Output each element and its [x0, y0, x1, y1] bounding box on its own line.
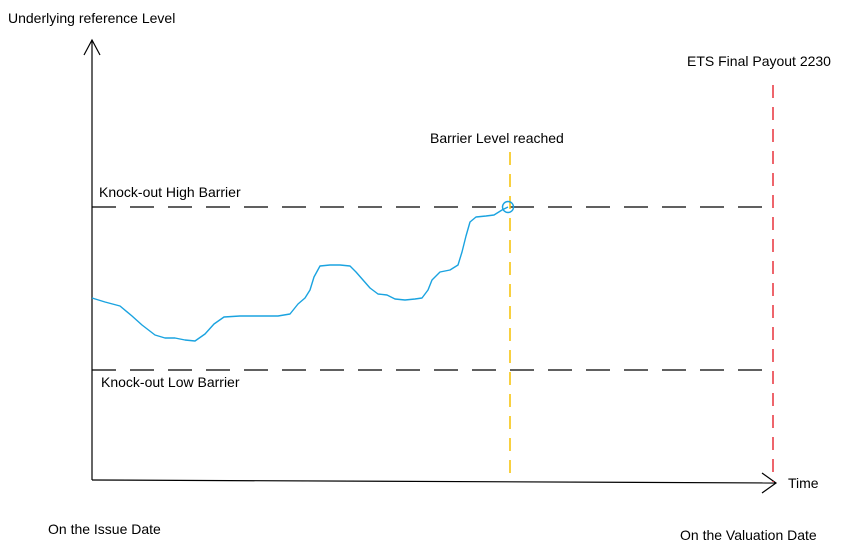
x-axis-label: Time [788, 475, 819, 491]
price-path [91, 206, 509, 342]
y-axis-label: Underlying reference Level [8, 10, 176, 26]
issue-date-label: On the Issue Date [48, 521, 161, 537]
payout-label: ETS Final Payout 2230 [687, 53, 831, 69]
low-barrier-label: Knock-out Low Barrier [101, 374, 240, 390]
high-barrier-label: Knock-out High Barrier [99, 184, 241, 200]
barrier-hit-marker [501, 200, 515, 214]
barrier-reached-label: Barrier Level reached [430, 130, 564, 146]
x-axis-arrowhead [761, 472, 778, 494]
y-axis-arrowhead [83, 38, 101, 56]
valuation-date-label: On the Valuation Date [680, 527, 817, 543]
x-axis [91, 479, 776, 484]
